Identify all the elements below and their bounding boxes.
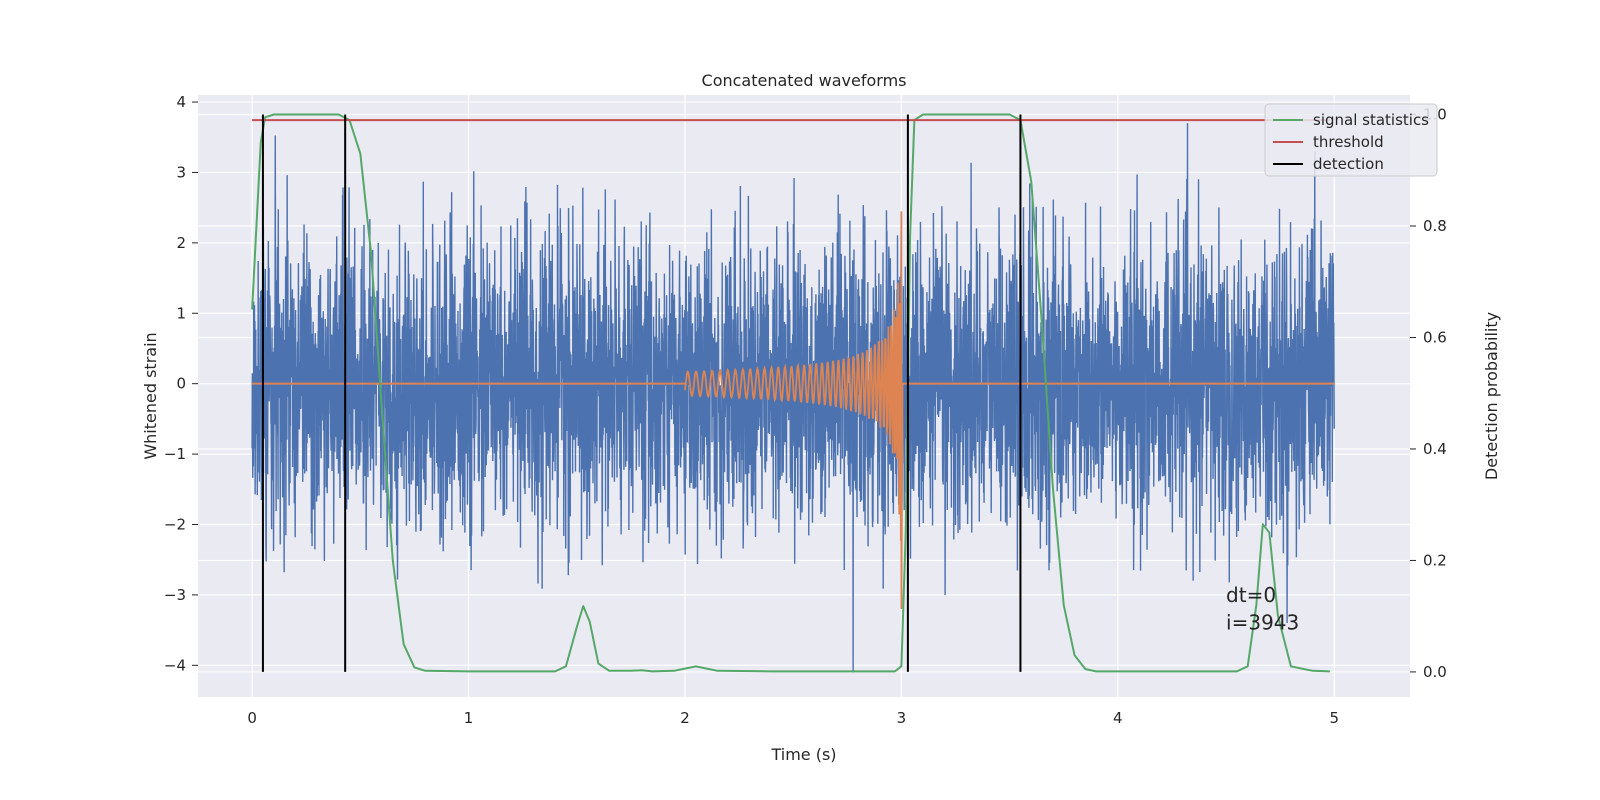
- data-series: [251, 113, 1335, 673]
- chart-title: Concatenated waveforms: [702, 71, 907, 90]
- y-tick-label: −3: [164, 586, 186, 604]
- whitened-strain-noise-line: [251, 123, 1335, 673]
- x-tick-label: 2: [680, 709, 690, 727]
- x-tick-label: 3: [897, 709, 907, 727]
- x-tick-label: 4: [1113, 709, 1123, 727]
- chirp-waveform-line: [684, 211, 904, 609]
- legend-box: [1264, 103, 1438, 177]
- y-tick-label: 1: [176, 304, 186, 322]
- y-tick-label: 4: [176, 93, 186, 111]
- x-tick-label: 1: [464, 709, 474, 727]
- x-axis-label: Time (s): [770, 745, 836, 764]
- y2-tick-label: 0.6: [1423, 328, 1447, 346]
- annotation-index: i=3943: [1226, 610, 1299, 634]
- legend-label: threshold: [1313, 133, 1384, 151]
- y-axis-label: Whitened strain: [141, 332, 160, 459]
- legend-label: signal statistics: [1313, 111, 1429, 129]
- y-tick-label: 0: [176, 375, 186, 393]
- y2-axis-label: Detection probability: [1482, 312, 1501, 480]
- y-tick-label: 2: [176, 234, 186, 252]
- legend: signal statistics threshold detection: [1264, 103, 1438, 177]
- y2-tick-label: 0.2: [1423, 551, 1447, 569]
- y2-tick-label: 0.8: [1423, 217, 1447, 235]
- legend-label: detection: [1313, 155, 1384, 173]
- y2-tick-label: 0.4: [1423, 440, 1447, 458]
- y-tick-label: −4: [164, 656, 186, 674]
- y2-tick-label: 0.0: [1423, 663, 1447, 681]
- y-tick-label: 3: [176, 163, 186, 181]
- x-tick-label: 5: [1329, 709, 1339, 727]
- x-tick-label: 0: [247, 709, 257, 727]
- y-tick-label: −1: [164, 445, 186, 463]
- annotation-dt: dt=0: [1226, 583, 1276, 607]
- y-tick-label: −2: [164, 515, 186, 533]
- signal-statistics-line: [251, 113, 1330, 673]
